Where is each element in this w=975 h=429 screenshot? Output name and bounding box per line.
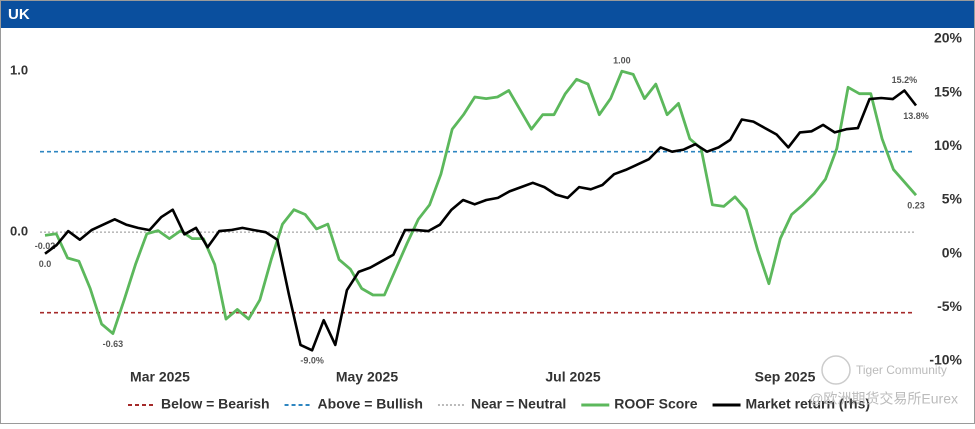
- legend-label: Above = Bullish: [318, 396, 423, 412]
- data-label: 0.23: [907, 201, 925, 211]
- legend-label: ROOF Score: [614, 396, 697, 412]
- header-bar: [1, 1, 974, 28]
- data-label: -0.02: [35, 241, 56, 251]
- watermark: @欧洲期货交易所Eurex: [809, 391, 958, 407]
- series-line: [44, 89, 918, 352]
- legend-label: Market return (rhs): [746, 396, 870, 412]
- x-tick-label: Sep 2025: [755, 369, 816, 385]
- y2-tick-label: 0%: [942, 244, 963, 260]
- y2-tick-label: 5%: [942, 191, 963, 207]
- legend-label: Below = Bearish: [161, 396, 270, 412]
- data-label: 1.00: [613, 56, 631, 66]
- x-tick-label: May 2025: [336, 369, 398, 385]
- data-label: -9.0%: [300, 356, 324, 366]
- data-label: 15.2%: [892, 75, 918, 85]
- x-tick-label: Jul 2025: [545, 369, 600, 385]
- y-tick-label: 0.0: [10, 224, 28, 239]
- y2-tick-label: 20%: [934, 30, 963, 46]
- data-label: -0.63: [103, 339, 124, 349]
- y-tick-label: 1.0: [10, 63, 28, 78]
- y2-tick-label: -10%: [929, 352, 962, 368]
- legend-label: Near = Neutral: [471, 396, 566, 412]
- series-line: [44, 69, 918, 335]
- data-label: 13.8%: [903, 111, 929, 121]
- chart-title: UK: [8, 6, 30, 23]
- data-label: 0.0: [39, 259, 52, 269]
- watermark-logo: [821, 355, 851, 385]
- y2-tick-label: -5%: [937, 298, 962, 314]
- x-tick-label: Mar 2025: [130, 369, 190, 385]
- y2-tick-label: 15%: [934, 83, 963, 99]
- y2-tick-label: 10%: [934, 137, 963, 153]
- watermark: Tiger Community: [856, 363, 947, 377]
